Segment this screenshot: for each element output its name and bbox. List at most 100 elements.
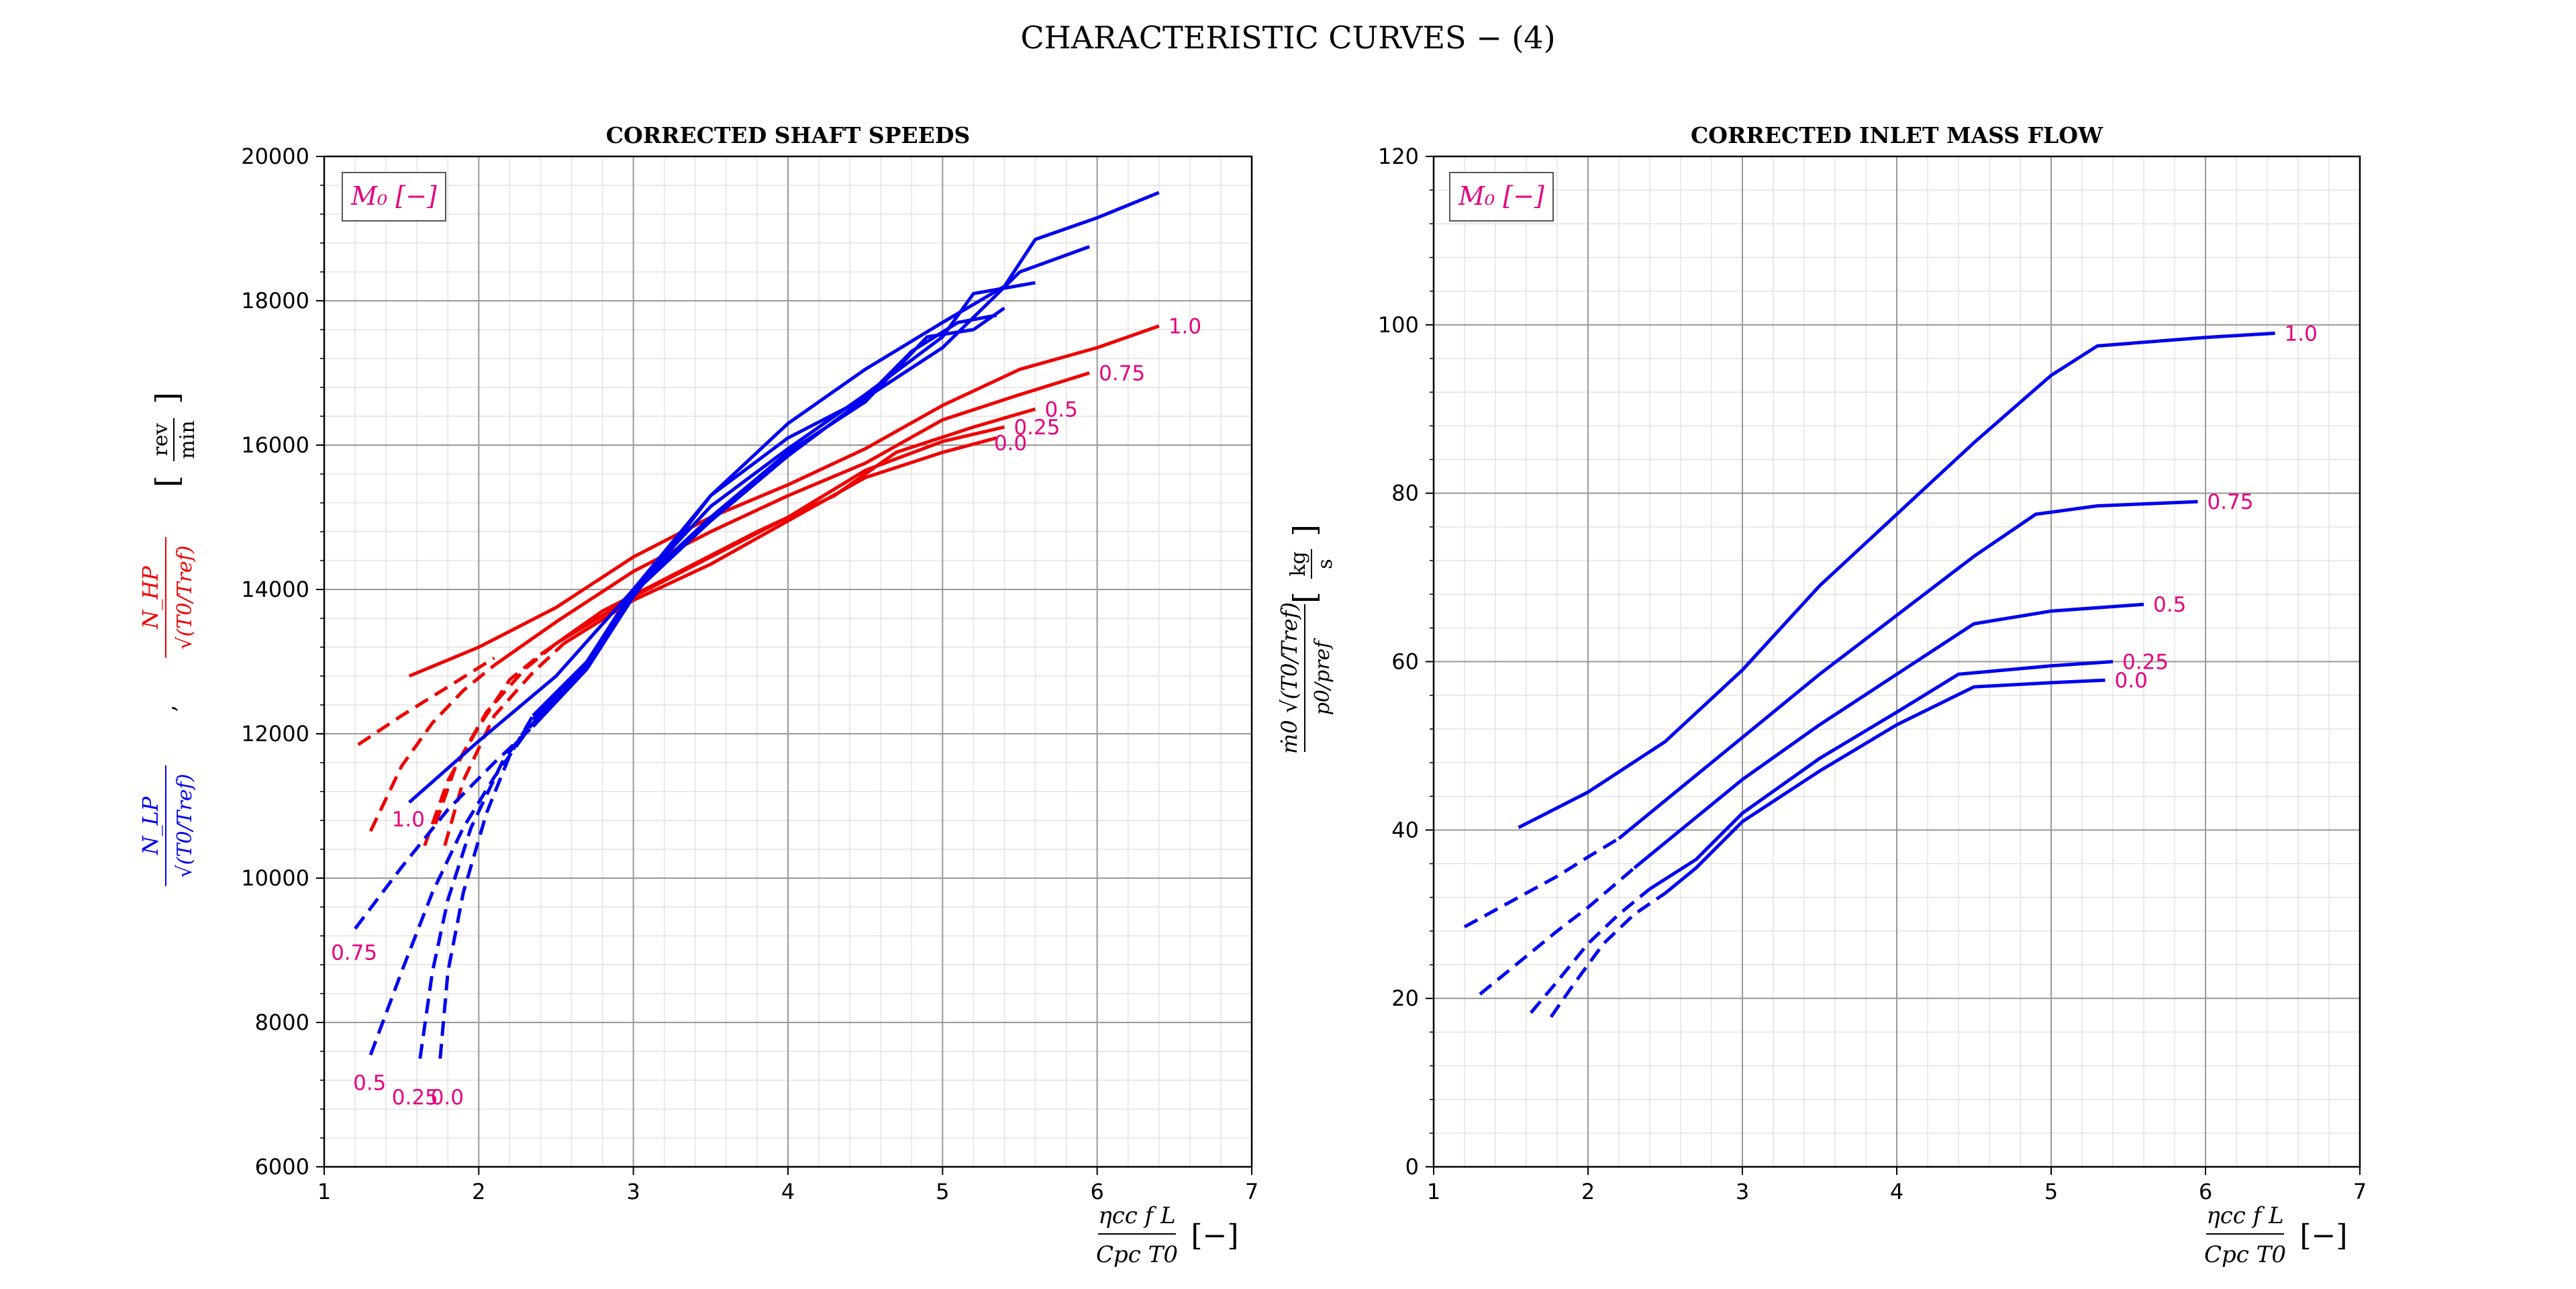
left-y-label-unit-open: [ [149,475,185,487]
left-y-tick-label: 10000 [241,865,309,891]
right-x-tick-label: 7 [2353,1179,2367,1204]
left-hp-series-0_25-dashed-line [434,642,558,825]
right-lp-series-0_0-solid-line [1664,678,2106,895]
left-y-label-unit-num: rev [149,423,172,456]
left-lp-series-0_5-label: 0.5 [353,1071,386,1095]
left-hp-series-0_5-label: 0.5 [1045,397,1078,422]
left-x-tick-label: 3 [626,1179,640,1204]
left-lp-series-0_25-label: 0.25 [392,1086,438,1110]
right-x-label-unit: [−] [2299,1219,2347,1253]
left-lp-series-1_0-label: 1.0 [392,808,425,832]
left-x-label-unit: [−] [1191,1219,1238,1253]
left-legend-box: M₀ [−] [342,172,446,222]
right-plot-area: 1 2 3 4 5 6 7 0 20 40 60 80 100 120 1.0 0.75 0.5 0.250.0 [1378,144,2367,1204]
left-y-tick-label: 16000 [241,432,309,458]
right-y-label-unit-close: ] [1287,524,1323,536]
left-hp-series-0_25-label: 0.25 [1013,416,1060,440]
left-y-label-sep: , [154,705,181,712]
right-legend-box: M₀ [−] [1449,172,1554,222]
right-y-tick-label: 0 [1405,1154,1419,1180]
right-lp-series-1_0-label: 1.0 [2285,322,2318,346]
right-y-label-unit-open: [ [1287,591,1323,604]
left-x-label-den: Cpc T0 [1096,1241,1178,1268]
right-lp-series-0_0-dashed-line [1549,892,1667,1018]
left-y-label-unit-close: ] [149,392,185,404]
right-lp-series-0_5-solid-line [1633,602,2144,869]
right-lp-series-0_75-dashed-line [1463,837,1620,928]
right-lp-series-0_75-label: 0.75 [2208,490,2254,514]
left-hp-series-0_75-label: 0.75 [1099,362,1145,386]
left-y-label-hp-den: √(T0/Tref) [173,546,197,650]
right-lp-series-0_5-label: 0.5 [2153,593,2186,617]
right-legend-title: M₀ [−] [1458,181,1544,211]
right-y-tick-label: 120 [1378,144,1419,169]
right-y-label-unit-num: kg [1287,551,1310,576]
left-x-tick-label: 6 [1090,1179,1103,1204]
left-y-tick-label: 8000 [255,1010,309,1035]
left-lp-series-0_75-dashed-line [354,725,534,930]
right-x-label: ηcc f L Cpc T0 [−] [2204,1202,2348,1268]
left-hp-series-0_5-dashed-line [423,653,542,847]
right-x-tick-label: 6 [2199,1179,2212,1204]
left-lp-series-0_5-dashed-line [368,722,535,1056]
left-lp-series-0_75-label: 0.75 [331,941,377,965]
left-hp-series-0_0-solid-line [562,436,997,645]
right-x-tick-label: 1 [1427,1179,1440,1204]
left-hp-series-1_0-label: 1.0 [1169,315,1201,339]
right-lp-series-0_5-dashed-line [1479,866,1636,996]
right-y-label-den: p0/pref [1311,638,1334,716]
left-hp-series-1_0-solid-line [408,324,1160,678]
left-hp-series-0_75-solid-line [493,371,1090,667]
left-x-tick-label: 4 [781,1179,795,1204]
left-y-label: N_LP √(T0/Tref) , N_HP √(T0/Tref) [ rev … [138,392,199,886]
left-hp-series-0_0-label: 0.0 [994,431,1027,455]
right-y-tick-label: 60 [1391,649,1419,675]
right-chart: CORRECTED INLET MASS FLOW 1 2 3 4 5 6 7 0 20 40 60… [1277,122,2367,1268]
right-lp-series-0_25-dashed-line [1529,888,1651,1014]
left-lp-series-0_0-dashed-line [438,714,535,1059]
right-x-tick-label: 2 [1581,1179,1595,1204]
right-x-tick-label: 5 [2044,1179,2058,1204]
left-y-tick-label: 12000 [241,721,309,747]
right-lp-series-0_25-label: 0.25 [2122,651,2169,675]
right-lp-series-0_25-solid-line [1648,660,2114,891]
right-lp-series-0_75-solid-line [1618,499,2198,840]
left-x-tick-label: 5 [936,1179,949,1204]
left-lp-series-0_0-solid-line [532,314,997,717]
right-x-tick-label: 4 [1890,1179,1903,1204]
right-chart-title: CORRECTED INLET MASS FLOW [1691,122,2103,148]
left-chart: CORRECTED SHAFT SPEEDS 1 2 3 4 5 6 7 6000 8000 10… [138,122,1258,1268]
left-lp-series-0_0-label: 0.0 [431,1086,464,1110]
right-y-label-unit-den: s [1314,559,1337,569]
left-legend-title: M₀ [−] [350,181,437,211]
right-y-tick-label: 100 [1378,312,1419,338]
left-y-tick-label: 18000 [241,288,309,314]
left-x-tick-label: 7 [1245,1179,1258,1204]
right-x-tick-label: 3 [1736,1179,1749,1204]
right-plot-frame [1432,155,2361,1168]
right-lp-series-0_0-label: 0.0 [2115,669,2148,693]
right-lp-series-1_0-solid-line [1518,331,2275,829]
left-y-tick-label: 20000 [241,144,309,169]
left-lp-series-1_0-solid-line [408,191,1160,804]
right-y-tick-label: 80 [1391,481,1419,506]
left-lp-series-0_25-dashed-line [418,718,535,1059]
left-x-label-num: ηcc f L [1098,1202,1175,1229]
left-lp-series-0_25-solid-line [532,306,1005,721]
right-y-label-num: ṁ0 √(T0/Tref) [1277,602,1302,754]
right-y-label: ṁ0 √(T0/Tref) p0/pref [ kg s ] [1277,524,1337,754]
right-x-label-num: ηcc f L [2206,1202,2283,1229]
left-hp-series-0_75-dashed-line [368,663,495,832]
right-x-label-den: Cpc T0 [2204,1241,2286,1268]
left-hp-series-0_0-dashed-line [443,642,565,847]
left-plot-frame [323,155,1253,1168]
left-y-label-hp-num: N_HP [138,566,163,630]
left-y-label-lp-den: √(T0/Tref) [173,774,197,878]
left-y-tick-label: 14000 [241,577,309,602]
left-y-label-unit-den: min [176,420,199,459]
left-x-tick-label: 1 [317,1179,331,1204]
left-y-tick-label: 6000 [255,1154,309,1180]
right-y-tick-label: 20 [1391,986,1419,1011]
left-plot-area: 1 2 3 4 5 6 7 6000 8000 10000 12000 14000 16000 18000… [241,144,1258,1204]
